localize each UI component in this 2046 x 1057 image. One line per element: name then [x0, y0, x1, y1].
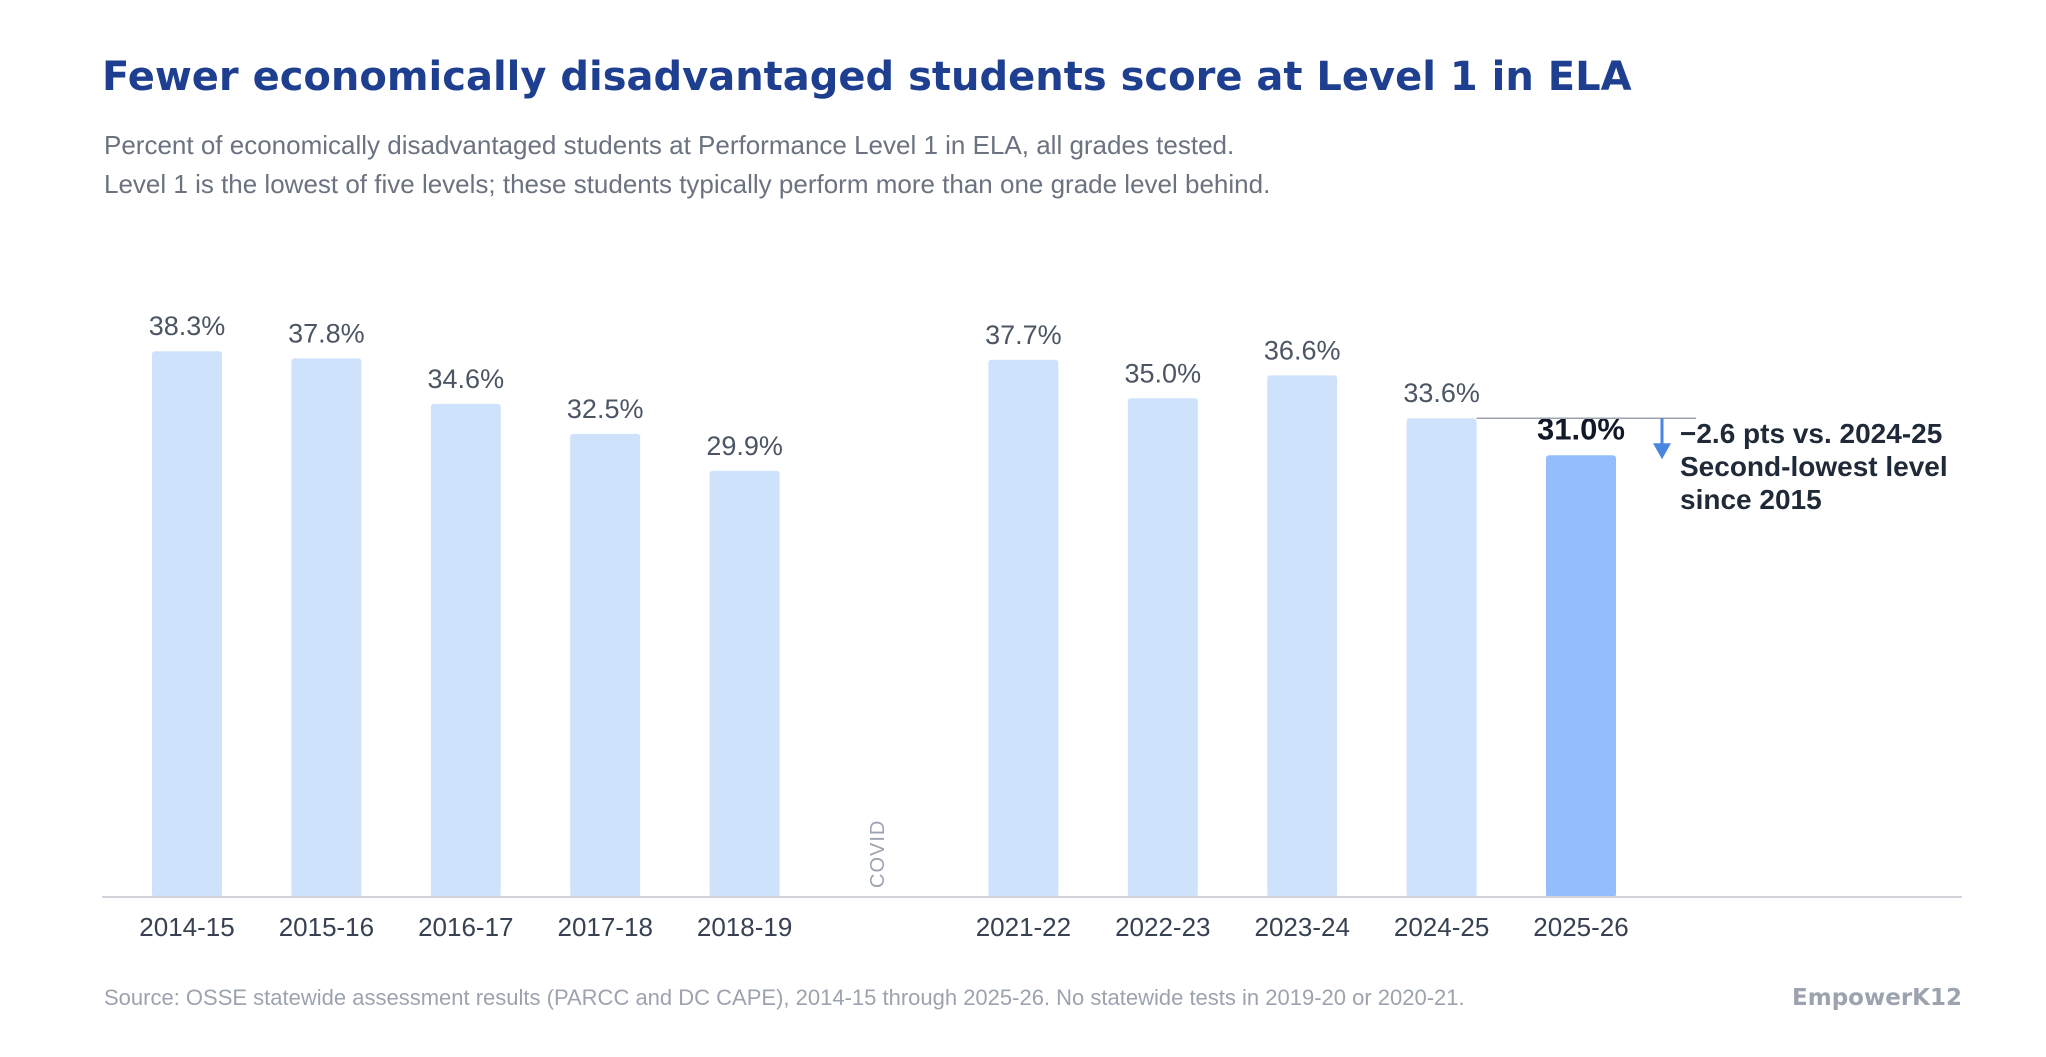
- bar-2024-25: [1406, 418, 1477, 897]
- annotation-line-2: Second-lowest level: [1680, 451, 1948, 482]
- bar-2021-22: [988, 359, 1059, 897]
- category-label-2023-24: 2023-24: [1254, 912, 1349, 942]
- covid-gap-label: COVID: [867, 820, 889, 888]
- value-label-2025-26: 31.0%: [1537, 411, 1625, 446]
- category-labels-group: 2014-15 2015-16 2016-17 2017-18 2018-19 2021-…: [139, 912, 1628, 942]
- source-note: Source: OSSE statewide assessment result…: [104, 985, 1465, 1010]
- category-label-2017-18: 2017-18: [557, 912, 652, 942]
- change-annotation: −2.6 pts vs. 2024-25 Second-lowest level…: [1680, 418, 1948, 515]
- value-labels-group: 38.3% 37.8% 34.6% 32.5% 29.9% 37.7% 35.0% 36.6%…: [149, 311, 1625, 461]
- bar-2014-15: [152, 351, 222, 897]
- category-label-2014-15: 2014-15: [139, 912, 234, 942]
- bars-group: [152, 351, 1616, 898]
- chart-title: Fewer economically disadvantaged student…: [102, 54, 1632, 100]
- chart-subtitle-line-2: Level 1 is the lowest of five levels; th…: [104, 169, 1270, 199]
- brand-logo: EmpowerK12: [1792, 985, 1962, 1011]
- value-label-2014-15: 38.3%: [149, 311, 226, 341]
- annotation-line-1: −2.6 pts vs. 2024-25: [1680, 418, 1942, 449]
- category-label-2018-19: 2018-19: [697, 912, 792, 942]
- category-label-2015-16: 2015-16: [279, 912, 374, 942]
- bar-2022-23: [1127, 398, 1198, 898]
- value-label-2021-22: 37.7%: [985, 320, 1062, 350]
- bar-2023-24: [1267, 375, 1338, 897]
- bar-2018-19: [709, 470, 780, 897]
- category-label-2021-22: 2021-22: [976, 912, 1071, 942]
- category-label-2022-23: 2022-23: [1115, 912, 1210, 942]
- value-label-2023-24: 36.6%: [1264, 335, 1341, 365]
- down-arrow-icon: [1653, 418, 1671, 460]
- value-label-2018-19: 29.9%: [706, 431, 783, 461]
- bar-2025-26: [1546, 455, 1616, 898]
- value-label-2022-23: 35.0%: [1125, 358, 1202, 388]
- bar-2016-17: [430, 403, 501, 897]
- value-label-2015-16: 37.8%: [288, 318, 365, 348]
- bar-2017-18: [570, 433, 641, 897]
- annotation-line-3: since 2015: [1680, 484, 1822, 515]
- chart-subtitle-line-1: Percent of economically disadvantaged st…: [104, 130, 1234, 160]
- value-label-2024-25: 33.6%: [1403, 378, 1480, 408]
- arrow-head: [1653, 443, 1671, 460]
- bar-2015-16: [291, 358, 362, 897]
- value-label-2016-17: 34.6%: [428, 364, 505, 394]
- category-label-2025-26: 2025-26: [1533, 912, 1628, 942]
- category-label-2016-17: 2016-17: [418, 912, 513, 942]
- value-label-2017-18: 32.5%: [567, 394, 644, 424]
- category-label-2024-25: 2024-25: [1394, 912, 1489, 942]
